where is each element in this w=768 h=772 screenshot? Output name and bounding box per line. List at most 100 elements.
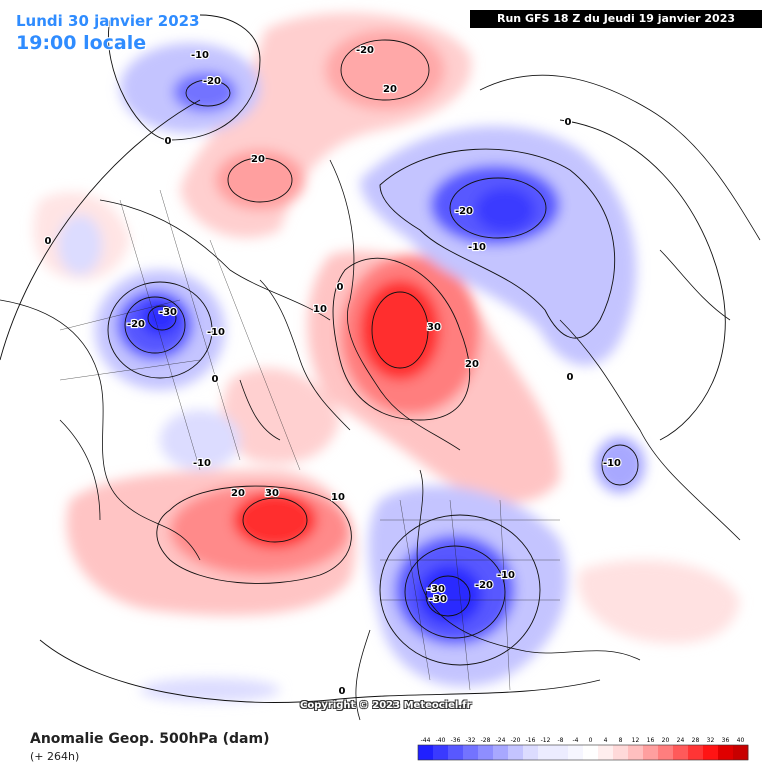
colorbar-swatch <box>418 745 434 760</box>
contour-label: -10 <box>497 570 515 581</box>
trough-canada-inner <box>140 300 180 336</box>
contour-label: -20 <box>475 580 493 591</box>
contour-label: -30 <box>427 584 445 595</box>
colorbar-label: -36 <box>451 737 461 744</box>
contour-label: -10 <box>603 458 621 469</box>
contour-label: -20 <box>203 76 221 87</box>
colorbar-swatch <box>598 745 614 760</box>
colorbar-label: 32 <box>707 737 715 744</box>
colorbar-swatch <box>643 745 659 760</box>
colorbar-swatch <box>553 745 569 760</box>
contour-canada-neg20 <box>124 296 186 354</box>
zero-contour-south <box>39 639 601 703</box>
colorbar-swatch <box>433 745 449 760</box>
colorbar-label: 36 <box>722 737 730 744</box>
contour-aleutian-20 <box>227 157 293 203</box>
colorbar-label: 12 <box>632 737 640 744</box>
colorbar-swatch <box>718 745 734 760</box>
colorbar-label: 0 <box>589 737 593 744</box>
ridge-core-pacific-20 <box>325 30 445 110</box>
ridge-core-atlantic-30 <box>233 492 317 548</box>
trough-south-weak <box>140 678 280 702</box>
contour-label: -10 <box>468 242 486 253</box>
contour-label: -10 <box>193 458 211 469</box>
colorbar-label: -12 <box>541 737 551 744</box>
contour-east-neg10 <box>601 444 639 486</box>
colorbar-swatch <box>703 745 719 760</box>
contour-arctic-20 <box>332 257 471 421</box>
colorbar-swatch <box>478 745 494 760</box>
contour-labels: -10 -20 0 -20 20 20 0 0 -20 -10 0 -20 -30 -10 0 10 30 20 0… <box>43 44 622 698</box>
field-title: Anomalie Geop. 500hPa (dam) <box>30 731 270 747</box>
contour-pacific-neg20 <box>185 79 231 107</box>
contour-label: -30 <box>159 307 177 318</box>
colorbar-label: 20 <box>662 737 670 744</box>
colorbar-swatch <box>613 745 629 760</box>
contour-label: 20 <box>383 84 397 95</box>
contour-atlantic-20 <box>156 485 352 584</box>
contours <box>0 14 726 703</box>
contour-label: 20 <box>251 154 265 165</box>
local-time: 19:00 locale <box>16 32 147 54</box>
colorbar-label: -8 <box>558 737 564 744</box>
contour-asia-neg10 <box>379 148 616 339</box>
contour-label: 0 <box>337 282 344 293</box>
contour-label: -30 <box>429 594 447 605</box>
contour-europe-neg10 <box>379 514 541 666</box>
colorbar-swatch <box>658 745 674 760</box>
colorbar-swatch <box>463 745 479 760</box>
colorbar-label: -28 <box>481 737 491 744</box>
colorbar-swatch <box>673 745 689 760</box>
contour-pacific-20 <box>340 39 430 101</box>
colorbar-label: -24 <box>496 737 506 744</box>
contour-label: 30 <box>427 322 441 333</box>
contour-canada-neg30 <box>147 305 177 331</box>
contour-asia-neg20 <box>449 177 547 239</box>
colorbar-label: 24 <box>677 737 685 744</box>
colorbar-swatch <box>493 745 509 760</box>
zero-contour-arc <box>0 99 201 361</box>
anomaly-shading <box>33 12 740 702</box>
colorbar-swatch <box>448 745 464 760</box>
colorbar-swatch <box>568 745 584 760</box>
zero-contour-east <box>559 119 726 441</box>
contour-label: 20 <box>231 488 245 499</box>
zero-contour-north <box>108 14 261 141</box>
colorbar-label: -16 <box>526 737 536 744</box>
copyright-text: Copyright © 2023 Meteociel.fr <box>300 700 472 711</box>
contour-label: -10 <box>207 327 225 338</box>
contour-europe-neg30 <box>425 575 471 617</box>
colorbar-label: 40 <box>737 737 745 744</box>
contour-label: -10 <box>191 50 209 61</box>
contour-label: 0 <box>45 236 52 247</box>
colorbar-swatch <box>583 745 599 760</box>
colorbar-swatch <box>688 745 704 760</box>
contour-label: -20 <box>455 206 473 217</box>
contour-label: 0 <box>567 372 574 383</box>
contour-label: 0 <box>565 117 572 128</box>
colorbar-border <box>417 744 749 761</box>
contour-label: 10 <box>313 304 327 315</box>
contour-label: 20 <box>465 359 479 370</box>
lead-time: (+ 264h) <box>30 750 80 763</box>
colorbar-swatch <box>538 745 554 760</box>
colorbar-swatch <box>733 745 749 760</box>
positive-band-greenland <box>221 367 340 464</box>
valid-date: Lundi 30 janvier 2023 <box>16 12 200 30</box>
colorbar-label: -44 <box>421 737 431 744</box>
ridge-core-arctic-30 <box>360 280 440 380</box>
colorbar-label: -4 <box>573 737 579 744</box>
colorbar-swatch <box>523 745 539 760</box>
colorbar-label: -20 <box>511 737 521 744</box>
trough-asia-inner <box>475 188 535 232</box>
colorbar-label: 8 <box>619 737 623 744</box>
trough-pacific-core <box>173 72 237 112</box>
colorbar-label: 4 <box>604 737 608 744</box>
colorbar-label: 28 <box>692 737 700 744</box>
contour-europe-neg20 <box>404 545 506 639</box>
contour-label: 10 <box>331 492 345 503</box>
contour-arctic-30 <box>371 291 429 369</box>
contour-label: 0 <box>339 686 346 697</box>
contour-label: 30 <box>265 488 279 499</box>
